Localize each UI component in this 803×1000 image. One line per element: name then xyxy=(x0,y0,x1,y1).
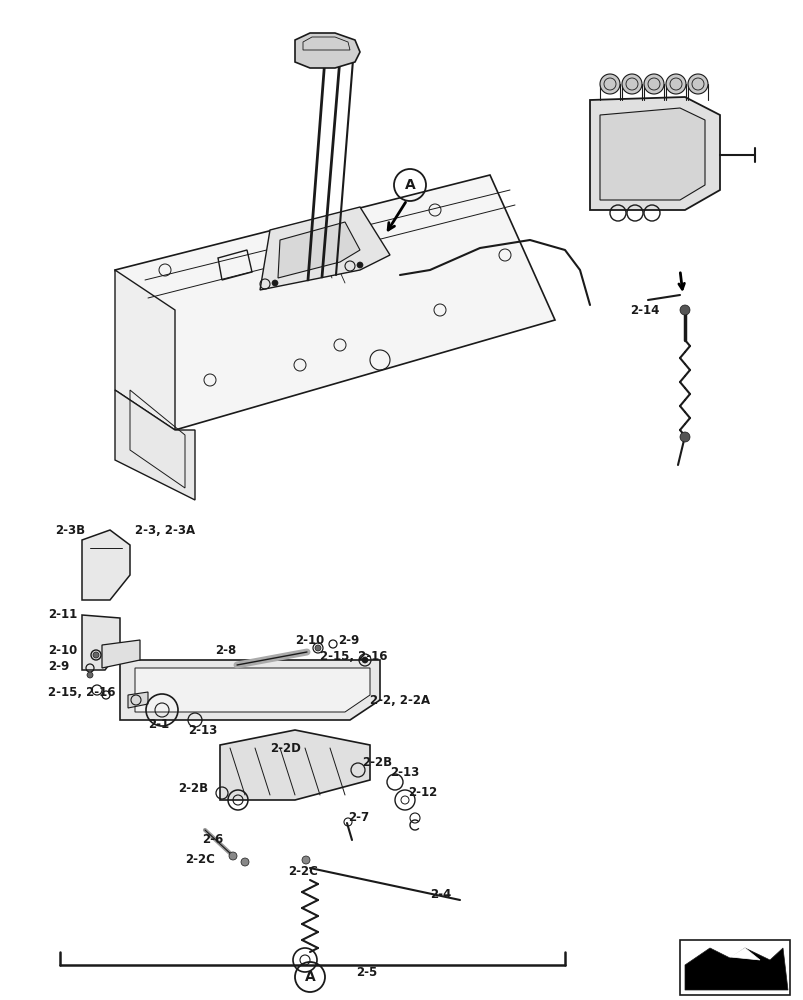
Polygon shape xyxy=(220,730,369,800)
Polygon shape xyxy=(115,175,554,430)
Text: 2-8: 2-8 xyxy=(214,644,236,656)
Polygon shape xyxy=(102,640,140,668)
Polygon shape xyxy=(729,948,759,960)
Text: 2-14: 2-14 xyxy=(630,304,658,316)
Circle shape xyxy=(361,657,368,663)
Text: 2-9: 2-9 xyxy=(48,660,69,672)
Text: 2-2D: 2-2D xyxy=(270,741,300,754)
Text: 2-15, 2-16: 2-15, 2-16 xyxy=(320,650,387,664)
Text: 2-2B: 2-2B xyxy=(177,782,208,794)
Text: 2-13: 2-13 xyxy=(188,723,217,736)
Text: 2-2C: 2-2C xyxy=(287,865,317,878)
Circle shape xyxy=(357,262,362,268)
Circle shape xyxy=(87,672,93,678)
Bar xyxy=(679,940,789,995)
Circle shape xyxy=(302,856,310,864)
Circle shape xyxy=(622,74,642,94)
Text: A: A xyxy=(404,178,415,192)
Polygon shape xyxy=(599,108,704,200)
Text: 2-9: 2-9 xyxy=(337,634,359,646)
Polygon shape xyxy=(115,270,175,430)
Text: 2-6: 2-6 xyxy=(202,833,223,846)
Circle shape xyxy=(93,652,99,658)
Polygon shape xyxy=(135,668,369,712)
Circle shape xyxy=(687,74,707,94)
Text: 2-15, 2-16: 2-15, 2-16 xyxy=(48,686,116,698)
Circle shape xyxy=(241,858,249,866)
Polygon shape xyxy=(120,660,380,720)
Text: 2-4: 2-4 xyxy=(430,888,450,902)
Text: 2-12: 2-12 xyxy=(407,786,437,798)
Circle shape xyxy=(599,74,619,94)
Text: 2-13: 2-13 xyxy=(389,766,418,778)
Polygon shape xyxy=(82,530,130,600)
Circle shape xyxy=(679,305,689,315)
Text: 2-2C: 2-2C xyxy=(185,853,214,866)
Text: 2-3, 2-3A: 2-3, 2-3A xyxy=(135,524,195,536)
Polygon shape xyxy=(589,97,719,210)
Polygon shape xyxy=(82,615,120,670)
Polygon shape xyxy=(115,390,195,500)
Text: 2-10: 2-10 xyxy=(295,634,324,646)
Circle shape xyxy=(643,74,663,94)
Text: A: A xyxy=(304,970,315,984)
Text: 2-1: 2-1 xyxy=(148,717,169,730)
Circle shape xyxy=(665,74,685,94)
Polygon shape xyxy=(684,948,787,990)
Circle shape xyxy=(229,852,237,860)
Text: 2-3B: 2-3B xyxy=(55,524,85,536)
Polygon shape xyxy=(278,222,360,278)
Text: 2-11: 2-11 xyxy=(48,608,77,621)
Text: 2-5: 2-5 xyxy=(356,966,377,979)
Circle shape xyxy=(679,432,689,442)
Circle shape xyxy=(271,280,278,286)
Text: 2-7: 2-7 xyxy=(348,811,369,824)
Polygon shape xyxy=(128,692,148,708)
Text: 2-2, 2-2A: 2-2, 2-2A xyxy=(369,694,430,706)
Text: 2-10: 2-10 xyxy=(48,644,77,656)
Polygon shape xyxy=(295,33,360,68)
Text: 2-2B: 2-2B xyxy=(361,756,392,768)
Circle shape xyxy=(315,645,320,651)
Polygon shape xyxy=(259,207,389,290)
